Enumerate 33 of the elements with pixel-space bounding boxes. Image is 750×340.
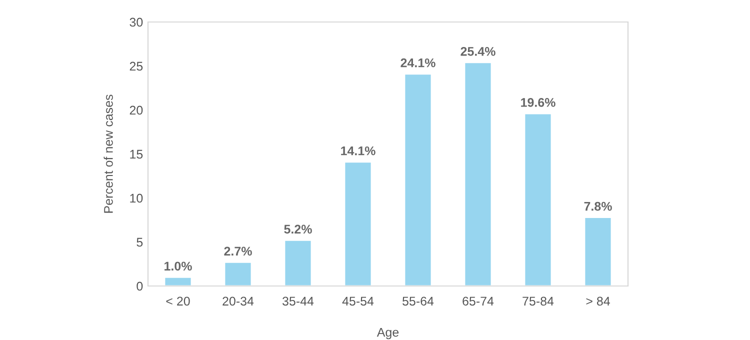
bar — [404, 73, 432, 286]
y-tick-label: 30 — [130, 18, 143, 27]
data-label: 7.8% — [584, 202, 612, 211]
y-tick-label: 0 — [136, 282, 143, 291]
data-label: 5.2% — [284, 224, 312, 234]
data-label: 1.0% — [164, 262, 192, 271]
y-axis-title: Percent of new cases — [104, 94, 113, 213]
y-tick-label: 25 — [130, 62, 143, 71]
bar — [584, 216, 612, 286]
data-label: 24.1% — [400, 58, 436, 68]
x-tick-label: 35-44 — [282, 296, 314, 306]
x-tick-label: 45-54 — [342, 296, 374, 306]
y-tick-label: 10 — [130, 194, 143, 203]
x-tick-label: < 20 — [166, 296, 190, 306]
data-label: 2.7% — [224, 246, 252, 256]
x-tick-label: 75-84 — [522, 296, 554, 306]
data-label: 19.6% — [521, 98, 556, 107]
y-tick-label: 15 — [130, 150, 143, 159]
x-tick-label: 65-74 — [462, 296, 494, 306]
data-label: 25.4% — [460, 46, 496, 56]
y-tick-label: 20 — [130, 106, 143, 115]
bar — [284, 240, 312, 286]
x-tick-label: 20-34 — [222, 296, 254, 306]
data-label: 14.1% — [341, 146, 376, 156]
x-tick-label: 55-64 — [402, 296, 434, 306]
x-tick-label: > 84 — [586, 296, 610, 306]
y-tick-label: 5 — [136, 238, 143, 247]
bar — [224, 262, 252, 286]
bar — [164, 276, 192, 286]
bar — [344, 161, 372, 286]
x-axis-title: Age — [376, 328, 399, 340]
bar — [464, 62, 492, 286]
bar — [524, 112, 552, 286]
